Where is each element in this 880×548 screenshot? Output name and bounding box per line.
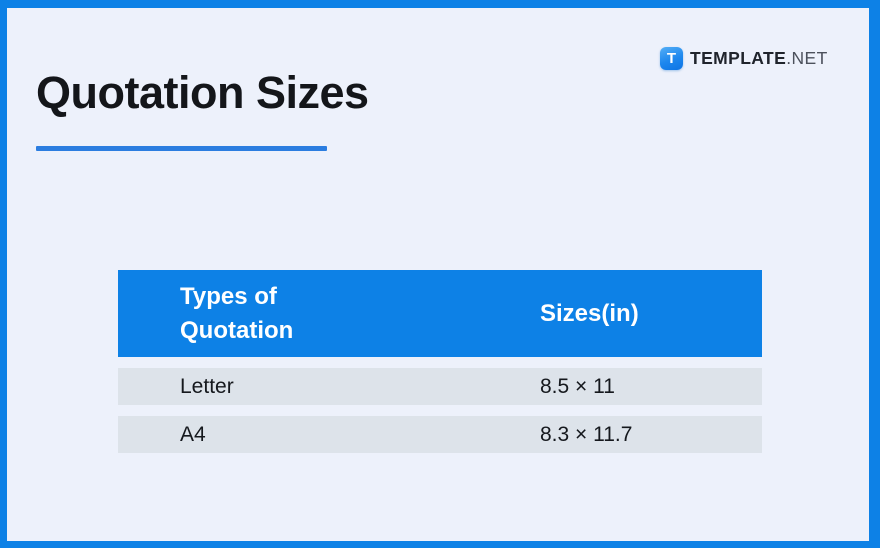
- brand-logo: T TEMPLATE.NET: [660, 46, 828, 70]
- table-row-letter: Letter 8.5 × 11: [118, 368, 762, 405]
- cell-size-letter: 8.5 × 11: [540, 374, 615, 398]
- title-underline-accent: [36, 146, 327, 151]
- table-row-a4: A4 8.3 × 11.7: [118, 416, 762, 453]
- table-header-sizes: Sizes(in): [472, 297, 762, 331]
- cell-size-a4: 8.3 × 11.7: [540, 422, 633, 446]
- brand-name-suffix: .NET: [786, 47, 828, 68]
- cell-type-letter: Letter: [180, 374, 234, 398]
- brand-name-bold: TEMPLATE: [690, 47, 787, 68]
- template-net-logo-icon: T: [660, 46, 683, 70]
- cell-type-a4: A4: [180, 422, 206, 446]
- table-header-sizes-label: Sizes(in): [540, 299, 639, 327]
- table-header-row: Types of Quotation Sizes(in): [118, 270, 762, 357]
- table-header-types: Types of Quotation: [118, 280, 472, 347]
- quotation-sizes-table: Types of Quotation Sizes(in) Letter 8.5 …: [118, 270, 762, 453]
- page-title: Quotation Sizes: [36, 67, 369, 118]
- page-content: Quotation Sizes T TEMPLATE.NET Types of …: [7, 8, 869, 541]
- brand-wordmark: TEMPLATE.NET: [690, 48, 828, 69]
- table-header-types-label: Types of Quotation: [180, 282, 294, 344]
